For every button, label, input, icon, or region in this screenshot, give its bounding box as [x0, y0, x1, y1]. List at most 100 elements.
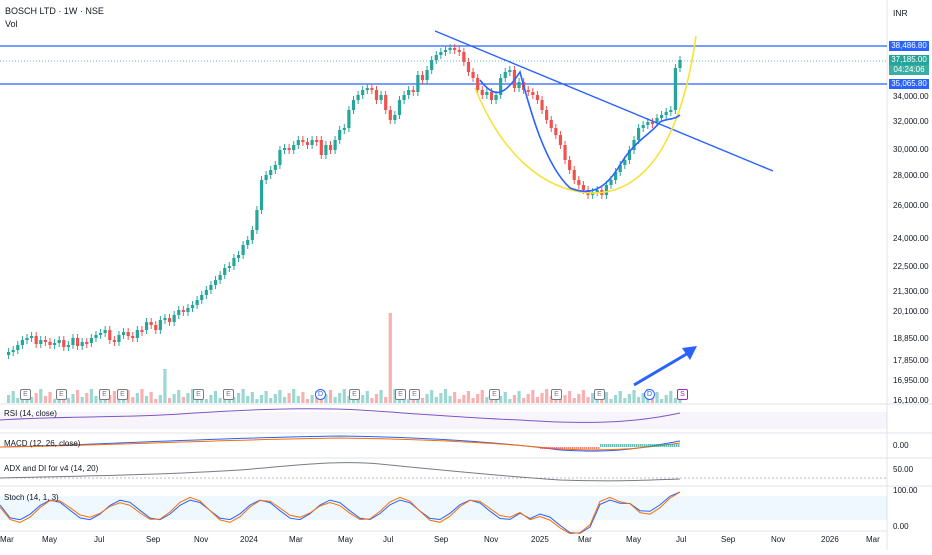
- earnings-marker[interactable]: E: [395, 389, 406, 400]
- macd-histogram-bar: [564, 447, 566, 449]
- volume-bar: [393, 389, 397, 403]
- moving-average-line: [479, 70, 681, 193]
- candle-body: [637, 128, 641, 140]
- volume-bar: [660, 399, 664, 403]
- earnings-marker[interactable]: E: [409, 389, 420, 400]
- macd-scale: 0.00: [893, 441, 909, 450]
- candle-body: [52, 343, 57, 345]
- macd-histogram-bar: [566, 447, 568, 449]
- candle-body: [379, 95, 383, 100]
- price-scale-label: 26,000.00: [893, 201, 929, 210]
- candle-body: [324, 145, 328, 155]
- candle-body: [223, 268, 227, 275]
- earnings-marker[interactable]: E: [56, 389, 67, 400]
- candle-body: [43, 340, 47, 342]
- dividend-marker[interactable]: D: [644, 389, 655, 400]
- time-axis-label: Sep: [721, 535, 736, 544]
- candle-body: [572, 170, 576, 180]
- volume-bar: [581, 390, 586, 403]
- volume-bar: [324, 394, 328, 403]
- candle-body: [623, 160, 627, 165]
- volume-bar: [273, 394, 277, 403]
- earnings-marker[interactable]: E: [489, 389, 500, 400]
- volume-bar: [361, 395, 365, 403]
- volume-bar: [540, 393, 544, 403]
- macd-histogram-bar: [604, 444, 606, 447]
- volume-bar: [338, 393, 342, 403]
- volume-bar: [503, 392, 507, 403]
- candle-body: [200, 295, 204, 300]
- adx-label[interactable]: ADX and DI for v4 (14, 20): [4, 464, 99, 473]
- candle-body: [85, 342, 89, 344]
- candle-body: [517, 82, 521, 88]
- macd-histogram-bar: [556, 447, 558, 449]
- time-axis-label: Jul: [676, 535, 687, 544]
- candle-body: [402, 95, 406, 100]
- time-axis-label: Sep: [434, 535, 449, 544]
- macd-histogram-bar: [602, 444, 604, 447]
- volume-bar: [558, 399, 563, 403]
- macd-histogram-bar: [596, 447, 598, 449]
- macd-label[interactable]: MACD (12, 26, close): [4, 439, 81, 448]
- macd-histogram-bar: [554, 447, 556, 449]
- volume-bar: [347, 396, 351, 403]
- macd-histogram-bar: [640, 444, 642, 447]
- macd-histogram-bar: [638, 444, 640, 447]
- candle-body: [236, 255, 241, 258]
- time-axis-label: Mar: [289, 535, 303, 544]
- candle-body: [232, 258, 236, 266]
- macd-histogram-bar: [646, 444, 648, 447]
- candle-body: [269, 170, 273, 175]
- candle-body: [301, 140, 305, 142]
- earnings-marker[interactable]: E: [193, 389, 204, 400]
- price-scale-label: 17,850.00: [893, 356, 929, 365]
- time-axis-label: Jul: [94, 535, 105, 544]
- candle-body: [11, 350, 15, 352]
- macd-histogram-bar: [544, 447, 546, 449]
- stoch-label[interactable]: Stoch (14, 1, 3): [4, 493, 59, 502]
- symbol-title[interactable]: BOSCH LTD · 1W · NSE: [5, 6, 104, 16]
- macd-histogram-bar: [582, 447, 584, 449]
- time-axis-label: Nov: [771, 535, 786, 544]
- candle-body: [158, 320, 162, 330]
- candle-body: [135, 330, 139, 338]
- candle-body: [204, 290, 208, 295]
- candle-body: [296, 140, 300, 145]
- volume-bar: [655, 392, 659, 403]
- price-tag-countdown: 04:24:06: [889, 65, 929, 75]
- macd-histogram-bar: [576, 447, 578, 449]
- candle-body: [89, 338, 93, 343]
- candle-body: [632, 140, 636, 150]
- candle-body: [425, 70, 429, 80]
- rsi-label[interactable]: RSI (14, close): [4, 409, 57, 418]
- split-marker[interactable]: S: [677, 389, 688, 400]
- volume-bar: [586, 397, 590, 403]
- macd-histogram-bar: [562, 447, 564, 449]
- dividend-marker[interactable]: D: [315, 389, 326, 400]
- earnings-marker[interactable]: E: [223, 389, 234, 400]
- candle-body: [549, 120, 553, 128]
- earnings-marker[interactable]: E: [349, 389, 360, 400]
- volume-bar: [430, 390, 434, 403]
- earnings-marker[interactable]: E: [594, 389, 605, 400]
- volume-bar: [117, 398, 121, 403]
- macd-histogram-bar: [540, 447, 542, 449]
- candle-body: [292, 145, 296, 150]
- candle-body: [365, 88, 369, 90]
- volume-bar: [535, 397, 540, 403]
- earnings-marker[interactable]: E: [20, 389, 31, 400]
- candle-body: [411, 90, 415, 92]
- macd-histogram-bar: [592, 447, 594, 449]
- earnings-marker[interactable]: E: [117, 389, 128, 400]
- volume-bar: [641, 393, 645, 403]
- candle-body: [186, 308, 190, 312]
- earnings-marker[interactable]: E: [551, 389, 562, 400]
- candle-body: [310, 140, 314, 145]
- currency-selector[interactable]: INR: [893, 8, 908, 18]
- earnings-marker[interactable]: E: [99, 389, 110, 400]
- volume-bar: [627, 394, 632, 403]
- volume-bar: [370, 398, 374, 403]
- candle-body: [361, 90, 365, 95]
